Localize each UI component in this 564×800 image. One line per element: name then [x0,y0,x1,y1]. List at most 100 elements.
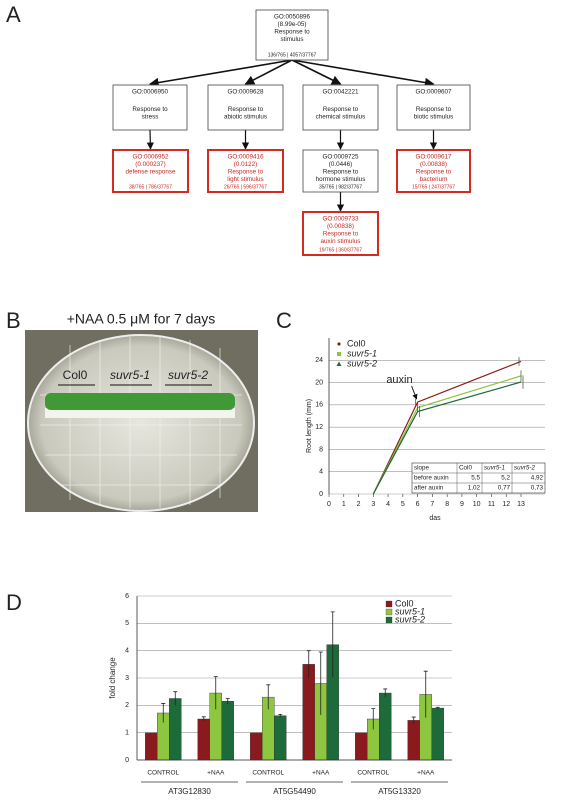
x-tick-label: +NAA [207,770,225,777]
legend-label: suvr5-1 [347,348,377,358]
table-cell: 1,02 [468,485,481,492]
x-tick-label: 7 [430,501,434,508]
error-bar [225,698,230,704]
node-counts: 26/765 | 596/37767 [224,184,267,190]
series-line [372,381,522,495]
error-bar [161,703,166,723]
error-bar [266,684,271,710]
arrow [291,59,342,85]
legend-marker [337,352,341,356]
x-tick-label: 4 [386,501,390,508]
y-tick-label: 12 [315,424,323,431]
node-label: Response to [323,106,359,113]
annotation: auxin [386,374,412,386]
node-label: Response to [228,106,264,113]
node-box [302,211,379,256]
bar [431,707,444,761]
node-box [302,149,379,193]
node-p: (0.000237) [135,161,165,168]
arrow [146,129,154,150]
x-axis-label: das [429,515,441,522]
x-tick-label: +NAA [417,770,435,777]
y-tick-label: 2 [125,702,129,709]
node-box [112,84,188,131]
node-label: Response to [274,29,310,36]
legend-label: suvr5-2 [347,358,377,368]
photo [25,330,258,512]
y-tick-label: 3 [125,675,129,682]
x-tick-label: 13 [517,501,525,508]
node-label: Response to [228,169,264,176]
bar [302,664,315,761]
y-tick-label: 5 [125,620,129,627]
x-tick-label: 6 [416,501,420,508]
node-counts: 35/765 | 982/37767 [319,184,362,190]
x-tick-label: 9 [460,501,464,508]
node-id: GO:0009607 [415,89,452,96]
node-label: Response to [132,106,168,113]
x-tick-label: 2 [357,501,361,508]
x-tick-label: 11 [488,501,495,508]
node-box [207,84,284,131]
table-cell: 5,2 [501,475,510,482]
node-label: light stimulus [227,176,263,183]
node-id: GO:0009733 [322,216,359,223]
legend-swatch [385,600,393,608]
photo-label: suvr5-1 [110,368,150,382]
y-tick-label: 0 [319,491,323,498]
node-id: GO:0006950 [132,89,169,96]
node-id: GO:0009725 [322,154,359,161]
y-axis-label: Root length (mm) [306,399,313,453]
table-cell: after auxin [414,485,444,492]
legend-label: suvr5-1 [395,606,425,616]
y-tick-label: 4 [319,469,323,476]
table-cell: before auxin [414,475,449,482]
arrow [244,59,293,85]
error-bar [371,708,376,730]
photo-label: Col0 [63,368,88,382]
node-p: (8.99e-05) [277,21,306,28]
error-bar [383,688,388,698]
error-bar [213,676,218,710]
table-cell: Col0 [459,465,472,472]
series-line [372,360,522,495]
bar [145,732,158,761]
table-cell: suvr5-1 [484,465,505,472]
node-box [112,149,189,193]
y-tick-label: 20 [315,379,323,386]
legend-swatch [385,608,393,616]
arrow [291,59,435,88]
x-tick-label: 5 [401,501,405,508]
x-tick-label: +NAA [312,770,330,777]
node-counts: 136/765 | 4057/37767 [268,52,317,58]
table-cell: 4,92 [531,475,544,482]
photo-title: +NAA 0.5 μM for 7 days [67,311,216,327]
table-cell: 0,73 [531,485,544,492]
bar [274,715,287,761]
error-bar [201,716,206,722]
y-tick-label: 1 [125,730,129,737]
error-bar [423,670,428,718]
x-tick-label: 12 [502,501,510,508]
panel-label: A [6,2,21,27]
legend-label: Col0 [347,338,366,348]
node-label: Response to [323,169,359,176]
node-label: Response to [416,106,452,113]
error-bar [330,611,335,678]
y-tick-label: 0 [125,757,129,764]
x-tick-label: 0 [327,501,331,508]
y-tick-label: 4 [125,648,129,655]
error-bar [306,650,311,678]
table-box [411,462,546,494]
node-label: defense response [125,169,176,176]
node-id: GO:0009416 [227,154,264,161]
node-label: stress [142,114,159,121]
legend-marker [337,342,341,346]
node-label: bacterium [420,176,448,183]
node-counts: 15/765 | 247/37767 [412,184,455,190]
group-label: AT5G54490 [273,787,316,796]
table-cell: 0,77 [498,485,511,492]
error-bar [318,651,323,715]
node-label: Response to [323,231,359,238]
table-cell: suvr5-2 [514,465,535,472]
